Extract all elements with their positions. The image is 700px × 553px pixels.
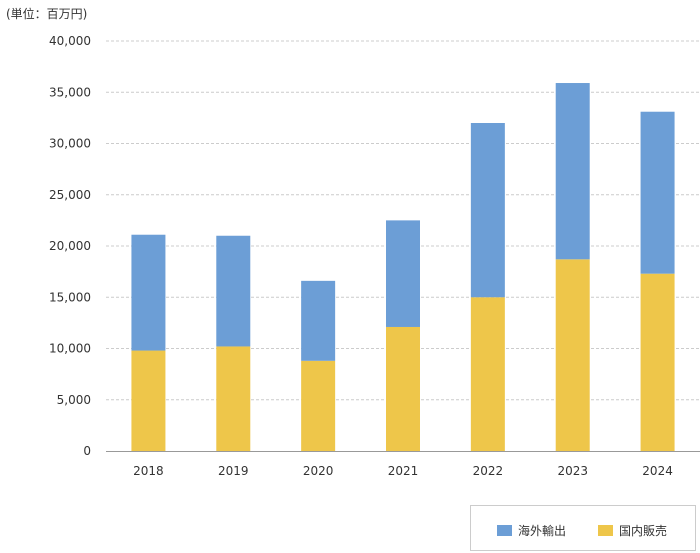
- chart-legend: 海外輸出 国内販売: [470, 505, 696, 551]
- bar-overseas: [555, 83, 590, 260]
- y-tick-label: 30,000: [49, 137, 91, 151]
- bar-domestic: [131, 350, 166, 451]
- bar-domestic: [470, 297, 505, 451]
- x-tick-label: 2021: [388, 464, 419, 478]
- legend-swatch-overseas: [497, 525, 512, 536]
- y-tick-label: 25,000: [49, 188, 91, 202]
- bar-domestic: [386, 326, 420, 451]
- x-tick-label: 2018: [133, 464, 164, 478]
- legend-item-overseas: 海外輸出: [497, 522, 566, 539]
- x-tick-label: 2023: [557, 464, 588, 478]
- x-tick-label: 2024: [642, 464, 673, 478]
- bar-overseas: [131, 234, 166, 351]
- x-tick-label: 2019: [218, 464, 249, 478]
- bar-overseas: [640, 111, 675, 274]
- y-tick-label: 0: [83, 444, 91, 458]
- legend-label-overseas: 海外輸出: [518, 524, 567, 538]
- legend-swatch-domestic: [598, 525, 613, 536]
- bar-overseas: [386, 220, 420, 327]
- y-tick-label: 35,000: [49, 85, 91, 99]
- bar-domestic: [216, 346, 251, 451]
- unit-label: (単位：百万円): [6, 7, 88, 21]
- y-tick-label: 40,000: [49, 34, 91, 48]
- x-tick-label: 2020: [303, 464, 334, 478]
- bar-domestic: [640, 273, 675, 451]
- stacked-bar-chart: 0 5,000 10,000 15,000 20,000 25,000 30,000 35,0…: [49, 34, 700, 478]
- bar-domestic: [555, 259, 590, 451]
- x-tick-label: 2022: [473, 464, 504, 478]
- bar-overseas: [470, 123, 505, 298]
- y-tick-label: 20,000: [49, 239, 91, 253]
- y-tick-label: 10,000: [49, 342, 91, 356]
- legend-label-domestic: 国内販売: [619, 524, 668, 538]
- bar-domestic: [301, 360, 336, 451]
- y-tick-label: 15,000: [49, 290, 91, 304]
- y-tick-label: 5,000: [57, 393, 91, 407]
- legend-item-domestic: 国内販売: [598, 522, 667, 539]
- bar-overseas: [216, 235, 251, 347]
- bar-overseas: [301, 280, 336, 361]
